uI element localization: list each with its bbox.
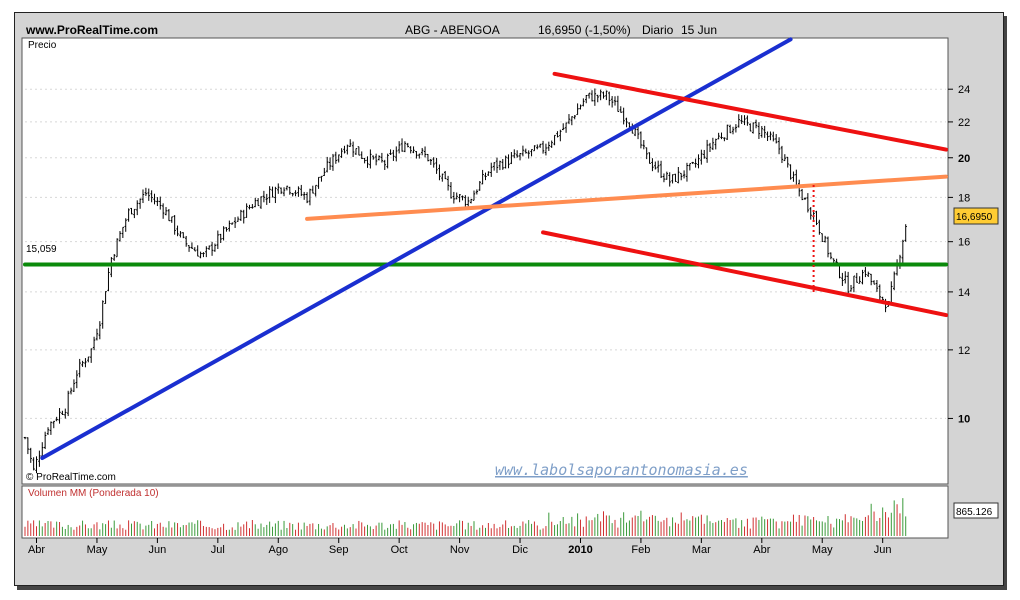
trendline-channel-bottom [541, 230, 948, 318]
x-tick-label: Abr [28, 544, 45, 556]
y-tick-label: 12 [958, 345, 970, 357]
y-tick-label: 20 [958, 153, 970, 165]
support-label: 15,059 [26, 244, 57, 255]
time-axis: Abr May Jun Jul Ago Sep Oct Nov Dic 2010 Feb Mar Abr… [28, 538, 892, 556]
y-tick-label: 22 [958, 117, 970, 129]
last-price-box [953, 207, 999, 225]
price-panel [21, 37, 949, 485]
site-title: www.ProRealTime.com [25, 23, 158, 37]
x-tick-label: Oct [391, 544, 408, 556]
x-tick-label: Dic [512, 544, 528, 556]
last-price-tag: 16,6950 [956, 212, 993, 223]
volume-bars [24, 498, 907, 536]
x-tick-label: Feb [631, 544, 650, 556]
x-tick-label: May [812, 544, 833, 556]
trend-lines [23, 37, 948, 461]
trendline-resistance [305, 174, 948, 221]
x-tick-label: Jun [149, 544, 167, 556]
price-candles [23, 88, 907, 474]
date-label: 15 Jun [681, 23, 717, 37]
copyright-label: © ProRealTime.com [26, 472, 116, 483]
price-change: 16,6950 (-1,50%) [538, 23, 631, 37]
y-tick-label: 16 [958, 237, 970, 249]
last-volume-box [953, 502, 999, 519]
grid [25, 88, 946, 419]
y-tick-label: 18 [958, 192, 970, 204]
trendline-uptrend [40, 37, 793, 461]
trendline-channel-top [552, 71, 948, 152]
y-tick-label: 14 [958, 287, 970, 299]
x-tick-label: Ago [268, 544, 288, 556]
y-tick-label: 24 [958, 84, 970, 96]
header-bar [22, 22, 948, 38]
y-tick-label: 10 [958, 413, 970, 425]
instrument-title: ABG - ABENGOA [405, 23, 500, 37]
x-tick-label: Nov [450, 544, 470, 556]
price-axis-label: Precio [28, 40, 57, 51]
x-tick-label: Sep [329, 544, 349, 556]
x-tick-label: Mar [692, 544, 711, 556]
volume-title: Volumen MM (Ponderada 10) [28, 488, 159, 499]
price-axis: 10 12 14 16 18 20 22 24 [948, 84, 970, 425]
x-tick-label: 2010 [568, 544, 592, 556]
x-tick-label: Abr [753, 544, 770, 556]
x-tick-label: Jul [211, 544, 225, 556]
watermark: www.labolsaporantonomasia.es [495, 461, 748, 479]
x-tick-label: Jun [874, 544, 892, 556]
last-volume-tag: 865.126 [956, 507, 993, 518]
x-tick-label: May [87, 544, 108, 556]
period-label: Diario [642, 23, 674, 37]
